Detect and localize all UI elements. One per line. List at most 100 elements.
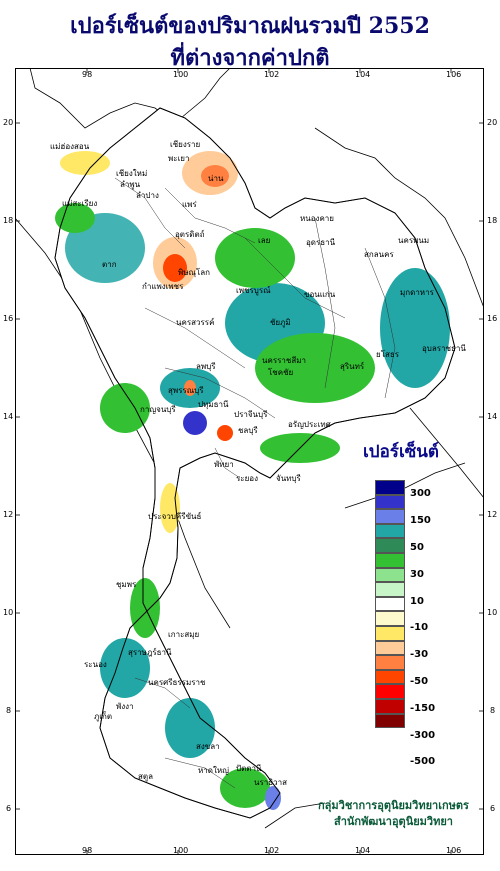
place-label: พิษณุโลก (178, 268, 211, 277)
place-label: นครศรีธรรมราช (148, 678, 206, 687)
place-label: เพชรบูรณ์ (236, 286, 271, 295)
lon-tick-top: 98 (82, 70, 93, 79)
legend-swatch (375, 509, 405, 524)
place-label: สงขลา (196, 742, 220, 751)
legend-swatch (375, 655, 405, 670)
legend-label: -500 (410, 756, 436, 767)
place-label: ชัยภูมิ (270, 318, 291, 327)
place-label: เชียงใหม่ (116, 169, 148, 178)
place-label: นราธิวาส (254, 778, 288, 787)
lat-tick-right: 16 (487, 314, 498, 323)
legend-swatch (375, 494, 405, 510)
place-label: แม่ฮ่องสอน (50, 142, 90, 151)
place-label: ระยอง (236, 474, 258, 483)
place-label: ลพบุรี (196, 362, 216, 371)
lat-tick-right: 14 (487, 412, 498, 421)
place-label: หาดใหญ่ (198, 766, 229, 775)
legend-label: 30 (410, 569, 424, 580)
legend-swatch (375, 684, 405, 699)
place-label: อุตรดิตถ์ (175, 230, 205, 239)
province-boundaries (114, 177, 396, 789)
legend-swatch (375, 480, 405, 495)
lon-tick-bottom: 102 (264, 846, 280, 855)
place-label: สุราษฎร์ธานี (128, 648, 172, 657)
legend-swatch (375, 640, 405, 656)
place-label: อุบลราชธานี (422, 344, 466, 353)
lon-tick-top: 106 (446, 70, 462, 79)
place-label: หนองคาย (300, 214, 334, 223)
place-label: มุกดาหาร (400, 288, 434, 297)
place-label: อุดรธานี (306, 238, 336, 247)
legend-label: 50 (410, 542, 424, 553)
place-label: ลำพูน (120, 180, 141, 189)
place-label: โชคชัย (268, 368, 294, 377)
legend-swatch (375, 552, 405, 568)
legend-swatch (375, 625, 405, 641)
place-label: ภูเก็ต (94, 712, 113, 721)
place-label: ปราจีนบุรี (234, 410, 268, 419)
lat-tick-left: 20 (3, 118, 14, 127)
legend-label: -10 (410, 622, 429, 633)
lon-tick-top: 104 (355, 70, 371, 79)
lat-tick-left: 10 (3, 608, 14, 617)
place-label: ลำปาง (136, 191, 159, 200)
lat-tick-right: 18 (487, 216, 498, 225)
lon-tick-bottom: 104 (355, 846, 371, 855)
place-label: แม่สะเรียง (62, 199, 98, 208)
place-label: นครราชสีมา (262, 356, 306, 365)
place-label: นครสวรรค์ (176, 318, 215, 327)
legend-swatch (375, 538, 405, 553)
place-label: นครพนม (398, 236, 430, 245)
lon-tick-bottom: 106 (446, 846, 462, 855)
map-title-line1: เปอร์เซ็นต์ของปริมาณฝนรวมปี 2552 (70, 13, 430, 39)
lon-tick-top: 102 (264, 70, 280, 79)
place-label: ปัตตานี (236, 764, 262, 773)
credit-line2: สำนักพัฒนาอุตุนิยมวิทยา (334, 815, 453, 828)
place-label: อรัญประเทศ (288, 420, 331, 429)
legend-label: 300 (410, 488, 431, 499)
lat-tick-right: 20 (487, 118, 498, 127)
place-label: เชียงราย (170, 140, 201, 149)
axis-ticks (15, 68, 484, 855)
anomaly-fields (55, 151, 450, 810)
legend-swatch (375, 611, 405, 626)
lat-tick-right: 12 (487, 510, 498, 519)
place-label: พังงา (116, 702, 134, 711)
place-label: ตาก (102, 260, 117, 269)
legend-swatch (375, 698, 405, 714)
legend-label: -300 (410, 730, 436, 741)
lat-tick-right: 6 (490, 804, 496, 813)
map-title-line2: ที่ต่างจากค่าปกติ (170, 45, 330, 71)
place-label: สุรินทร์ (340, 362, 365, 371)
place-label: ประจวบคีรีขันธ์ (148, 512, 202, 521)
lat-tick-left: 8 (6, 706, 12, 715)
place-label: สุพรรณบุรี (168, 386, 204, 395)
place-label: พะเยา (168, 154, 190, 163)
legend-label: -50 (410, 676, 429, 687)
place-label: สกลนคร (364, 250, 394, 259)
place-label: กาญจนบุรี (140, 405, 176, 414)
lat-tick-left: 14 (3, 412, 14, 421)
place-label: ยโสธร (376, 350, 400, 359)
legend-title: เปอร์เซ็นต์ (363, 442, 439, 462)
lon-tick-top: 100 (173, 70, 189, 79)
lat-tick-left: 18 (3, 216, 14, 225)
lat-tick-left: 6 (6, 804, 12, 813)
legend-swatch (375, 669, 405, 685)
lon-tick-bottom: 100 (173, 846, 189, 855)
place-label: พัทยา (214, 460, 234, 469)
legend-label: 10 (410, 596, 424, 607)
lat-tick-left: 12 (3, 510, 14, 519)
place-label: ปทุมธานี (198, 400, 229, 409)
place-label: ขอนแก่น (304, 290, 336, 299)
place-label: ระนอง (84, 660, 107, 669)
lat-tick-left: 16 (3, 314, 14, 323)
lat-tick-right: 8 (490, 706, 496, 715)
rainfall-anomaly-map (15, 68, 484, 855)
place-label: กำแพงเพชร (142, 282, 184, 291)
place-label: สตูล (138, 772, 153, 781)
place-label: เลย (258, 236, 271, 245)
legend-swatch (375, 523, 405, 539)
lat-tick-right: 10 (487, 608, 498, 617)
legend-swatch (375, 582, 405, 597)
